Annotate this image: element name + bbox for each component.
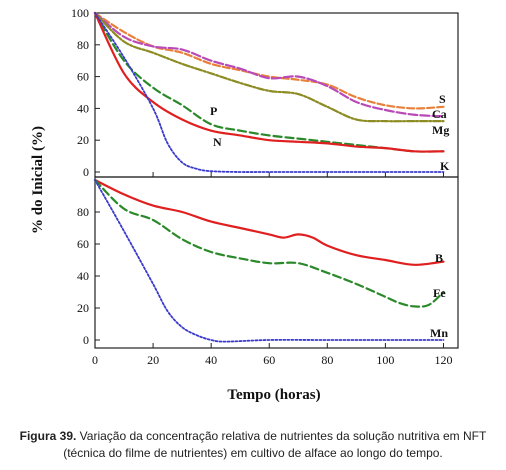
top-y-tick-label: 40 [77,101,89,115]
x-tick-label: 80 [321,353,333,367]
series-label-n: N [213,135,222,149]
bottom-y-tick-label: 20 [77,301,89,315]
series-label-s: S [439,92,446,106]
x-tick-label: 60 [263,353,275,367]
bottom-y-tick-label: 80 [77,205,89,219]
top-y-tick-label: 20 [77,133,89,147]
series-label-p: P [210,104,217,118]
x-tick-label: 40 [205,353,217,367]
series-label-ca: Ca [432,107,447,121]
series-line-k [94,12,445,173]
bottom-plot-frame [94,176,459,349]
caption-text-1: Variação da concentração relativa de nut… [79,429,487,443]
x-tick-label: 0 [92,353,98,367]
caption-line-1: Figura 39. Variação da concentração rela… [0,428,506,445]
series-line-mg [93,11,445,123]
caption-label: Figura 39. [19,429,77,443]
top-y-tick-label: 0 [83,165,89,179]
caption-line-2: (técnica do filme de nutrientes) em cult… [63,446,443,460]
series-label-mg: Mg [432,123,449,137]
series-line-b [93,178,445,266]
bottom-y-tick-label: 0 [83,333,89,347]
series-label-fe: Fe [433,286,446,300]
series-line-n [93,11,445,153]
figure-chart: 0 20 40 60 80 100 SCa Mg P N K 0 20 40 60 80 0 20 40 60 80 1… [30,6,459,403]
x-axis-label: Tempo (horas) [227,387,320,403]
top-plot-frame [94,12,459,178]
series-line-p [93,11,445,153]
figure-caption: Figura 39. Variação da concentração rela… [0,428,506,462]
bottom-y-tick-label: 40 [77,269,89,283]
series-label-b: B [435,251,443,265]
y-axis-label: % do Inicial (%) [30,126,46,234]
series-line-ca [93,11,445,118]
series-line-fe [93,178,445,308]
series-label-mn: Mn [430,326,448,340]
top-y-tick-label: 60 [77,70,89,84]
top-panel: 0 20 40 60 80 100 SCa Mg P N K [71,6,459,179]
series-line-mn [94,179,445,343]
bottom-y-tick-label: 60 [77,237,89,251]
series-label-k: K [440,159,450,173]
x-tick-label: 100 [376,353,394,367]
series-line-s [93,11,445,110]
x-tick-label: 120 [434,353,452,367]
bottom-panel: 0 20 40 60 80 0 20 40 60 80 100 120 B Fe Mn [77,176,459,367]
x-tick-label: 20 [147,353,159,367]
top-y-tick-label: 80 [77,38,89,52]
top-y-tick-label: 100 [71,6,89,20]
